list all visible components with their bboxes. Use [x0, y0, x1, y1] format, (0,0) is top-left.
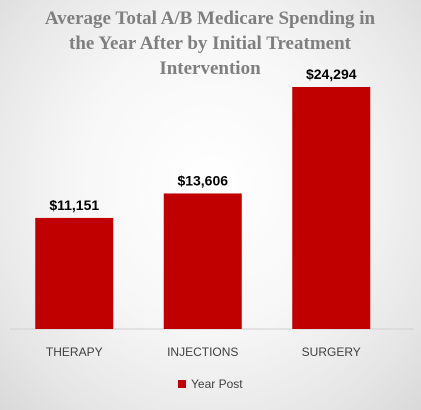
value-label-surgery: $24,294: [306, 66, 357, 82]
chart-title-line-2: the Year After by Initial Treatment: [69, 33, 352, 54]
category-labels: THERAPY INJECTIONS SURGERY: [46, 345, 361, 359]
chart-title-line-3: Intervention: [159, 58, 261, 79]
legend-swatch: [178, 380, 186, 388]
legend-label: Year Post: [191, 377, 243, 391]
bar-surgery: [292, 86, 371, 329]
legend: Year Post: [178, 377, 243, 391]
value-labels: $11,151 $13,606 $24,294: [49, 66, 356, 213]
chart-title-line-1: Average Total A/B Medicare Spending in: [45, 8, 376, 29]
bar-therapy: [35, 217, 114, 329]
category-label-therapy: THERAPY: [46, 345, 103, 359]
value-label-injections: $13,606: [177, 172, 228, 188]
category-label-injections: INJECTIONS: [167, 345, 238, 359]
value-label-therapy: $11,151: [49, 197, 99, 213]
chart-title: Average Total A/B Medicare Spending in t…: [45, 8, 376, 79]
category-label-surgery: SURGERY: [302, 345, 361, 359]
bars: [35, 86, 371, 329]
bar-injections: [163, 193, 242, 329]
